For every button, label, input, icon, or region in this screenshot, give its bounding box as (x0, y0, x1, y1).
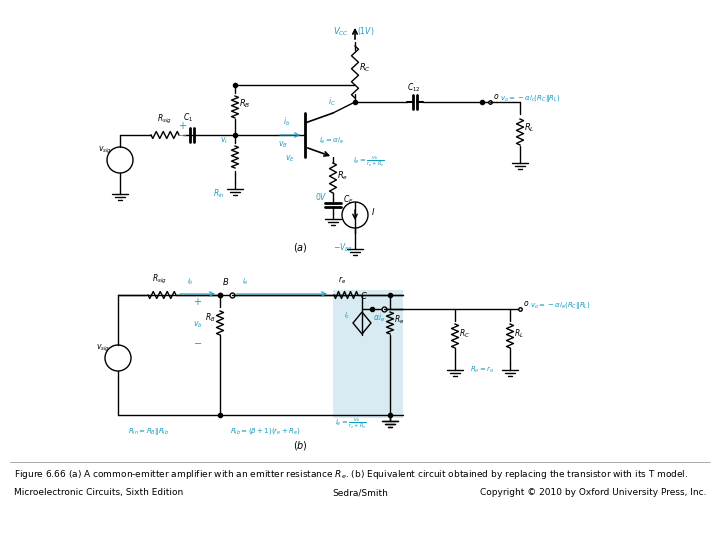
Text: $i_b$: $i_b$ (187, 277, 194, 287)
Text: $C_1$: $C_1$ (183, 112, 193, 125)
Text: $v_o = -\alpha i_c(R_C \| R_L)$: $v_o = -\alpha i_c(R_C \| R_L)$ (500, 93, 561, 104)
Text: $v_o = -\alpha i_e(R_C \| R_L)$: $v_o = -\alpha i_e(R_C \| R_L)$ (530, 300, 591, 311)
Text: $R_B$: $R_B$ (205, 312, 216, 325)
Text: $o$: $o$ (523, 299, 529, 308)
Text: $r_e$: $r_e$ (338, 274, 346, 286)
Text: Sedra/Smith: Sedra/Smith (332, 488, 388, 497)
Text: $0V$: $0V$ (315, 191, 328, 202)
Text: $R_{sig}$: $R_{sig}$ (157, 113, 172, 126)
Text: $R_L$: $R_L$ (524, 121, 535, 133)
Text: $\alpha i_e$: $\alpha i_e$ (373, 312, 385, 325)
Text: $o$: $o$ (493, 92, 499, 101)
Text: $v_{sig}$: $v_{sig}$ (98, 145, 112, 157)
Text: $-$: $-$ (193, 337, 202, 347)
Text: $I$: $I$ (371, 206, 375, 217)
Text: $v_i$: $v_i$ (220, 136, 228, 146)
Text: $+$: $+$ (193, 296, 202, 307)
Text: Copyright © 2010 by Oxford University Press, Inc.: Copyright © 2010 by Oxford University Pr… (480, 488, 706, 497)
Text: $R_B$: $R_B$ (239, 98, 251, 111)
Text: $i_e = \frac{v_b}{r_e + R_e}$: $i_e = \frac{v_b}{r_e + R_e}$ (335, 416, 366, 431)
Text: $(1V)$: $(1V)$ (357, 25, 374, 37)
Text: $+$: $+$ (178, 120, 187, 131)
Text: $C_{12}$: $C_{12}$ (407, 81, 420, 93)
Text: $R_o = r_o$: $R_o = r_o$ (470, 365, 495, 375)
Text: $R_{sig}$: $R_{sig}$ (152, 273, 167, 287)
Text: $-$: $-$ (178, 129, 187, 139)
Text: $v_E$: $v_E$ (285, 153, 295, 164)
Text: $(b)$: $(b)$ (292, 438, 307, 451)
Text: $v_{sig}$: $v_{sig}$ (96, 343, 110, 354)
Text: $(a)$: $(a)$ (292, 240, 307, 253)
Text: $i_e = \alpha i_e$: $i_e = \alpha i_e$ (319, 136, 344, 146)
Text: $R_L$: $R_L$ (514, 327, 524, 340)
Text: $R_C$: $R_C$ (459, 327, 470, 340)
Text: $R_{in} = R_B \| R_{ib}$: $R_{in} = R_B \| R_{ib}$ (128, 426, 169, 437)
Text: $R_{in}$: $R_{in}$ (213, 188, 225, 200)
Text: $R_e$: $R_e$ (337, 169, 348, 181)
Text: $i_b$: $i_b$ (283, 116, 290, 129)
Bar (333, 290, 403, 418)
Text: $R_C$: $R_C$ (359, 61, 371, 73)
Text: $v_b$: $v_b$ (193, 320, 202, 330)
Text: $V_{CC}$: $V_{CC}$ (333, 25, 349, 37)
Text: $-V_{EE}$: $-V_{EE}$ (333, 241, 354, 253)
Text: Figure 6.66 (a) A common-emitter amplifier with an emitter resistance $R_e$. (b): Figure 6.66 (a) A common-emitter amplifi… (14, 468, 688, 481)
Text: $i_C$: $i_C$ (328, 96, 336, 109)
Text: $C_E$: $C_E$ (343, 194, 354, 206)
Text: $i_c$: $i_c$ (344, 311, 351, 321)
Text: $i_e$: $i_e$ (242, 277, 248, 287)
Text: $C$: $C$ (360, 290, 368, 301)
Text: $i_e = \frac{v_b}{r_e + R_e}$: $i_e = \frac{v_b}{r_e + R_e}$ (353, 154, 384, 169)
Text: $R_e$: $R_e$ (394, 314, 405, 327)
Text: $R_{ib} = (\beta+1)(r_e + R_e)$: $R_{ib} = (\beta+1)(r_e + R_e)$ (230, 427, 301, 436)
Text: $v_B$: $v_B$ (278, 140, 288, 151)
Text: $B$: $B$ (222, 276, 229, 287)
Text: Microelectronic Circuits, Sixth Edition: Microelectronic Circuits, Sixth Edition (14, 488, 184, 497)
